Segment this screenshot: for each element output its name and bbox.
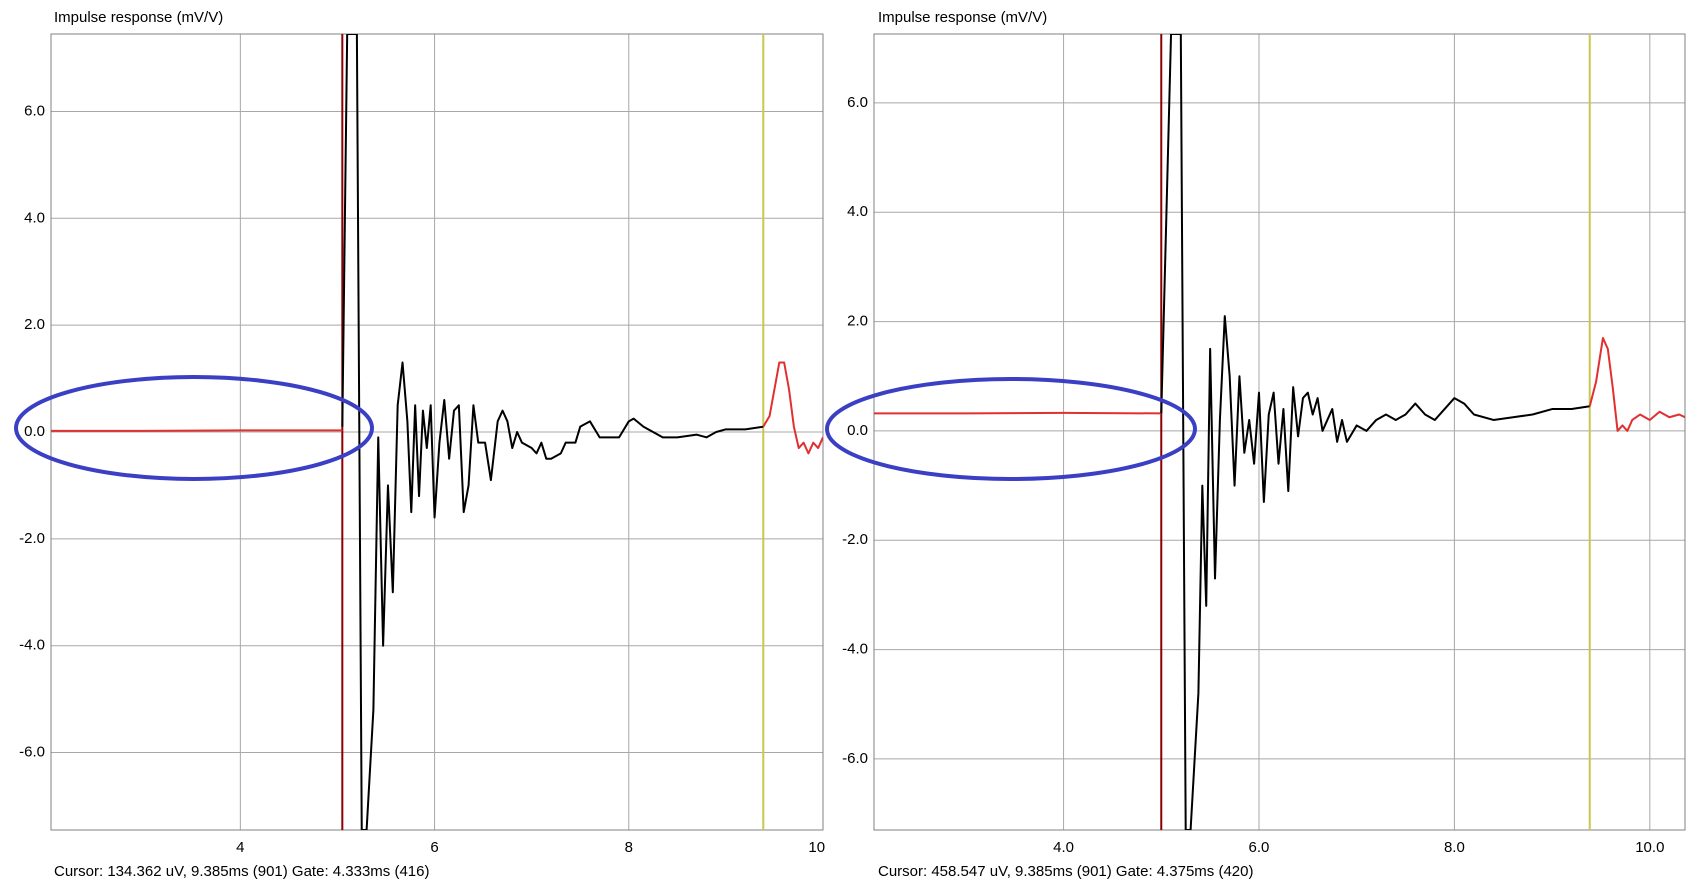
y-tick-label: 6.0 xyxy=(847,94,868,111)
chart-panel: Impulse response (mV/V) Cursor: 134.362 u… xyxy=(19,9,837,880)
status-text: Cursor: 458.547 uV, 9.385ms (901) Gate: … xyxy=(878,863,1254,880)
y-tick-label: -2.0 xyxy=(842,531,868,548)
y-tick-label: -6.0 xyxy=(842,750,868,767)
chart-title: Impulse response (mV/V) xyxy=(878,9,1047,26)
y-tick-label: 4.0 xyxy=(847,203,868,220)
y-tick-label: -6.0 xyxy=(19,744,45,761)
y-tick-label: 6.0 xyxy=(24,102,45,119)
plot-area xyxy=(874,34,1685,830)
x-tick-label: 8 xyxy=(625,839,633,856)
trace-line xyxy=(762,361,823,455)
chart-title: Impulse response (mV/V) xyxy=(54,9,223,26)
x-tick-label: 4 xyxy=(236,839,244,856)
x-tick-label: 6 xyxy=(430,839,438,856)
status-text: Cursor: 134.362 uV, 9.385ms (901) Gate: … xyxy=(54,863,430,880)
trace-line xyxy=(51,429,343,432)
plot-frame xyxy=(50,33,824,831)
y-tick-label: 0.0 xyxy=(847,422,868,439)
x-tick-label: 8.0 xyxy=(1444,839,1465,856)
x-tick-label: 6.0 xyxy=(1249,839,1270,856)
y-tick-label: -4.0 xyxy=(19,637,45,654)
trace-line xyxy=(1160,34,1590,830)
trace-line xyxy=(874,411,1162,415)
trace-line xyxy=(341,34,764,830)
y-tick-label: 0.0 xyxy=(24,423,45,440)
x-tick-label: 4.0 xyxy=(1053,839,1074,856)
trace-line xyxy=(1588,336,1685,432)
highlight-ellipse xyxy=(14,375,374,481)
x-tick-label: 10.0 xyxy=(808,839,837,856)
y-tick-label: 2.0 xyxy=(24,316,45,333)
x-tick-label: 10.0 xyxy=(1635,839,1664,856)
y-tick-label: 2.0 xyxy=(847,313,868,330)
highlight-ellipse xyxy=(825,377,1197,481)
y-tick-label: -2.0 xyxy=(19,530,45,547)
y-tick-label: -4.0 xyxy=(842,641,868,658)
plot-area xyxy=(51,34,823,830)
y-tick-label: 4.0 xyxy=(24,209,45,226)
plot-frame xyxy=(873,33,1686,831)
chart-panel: Impulse response (mV/V) Cursor: 458.547 u… xyxy=(842,9,1686,880)
